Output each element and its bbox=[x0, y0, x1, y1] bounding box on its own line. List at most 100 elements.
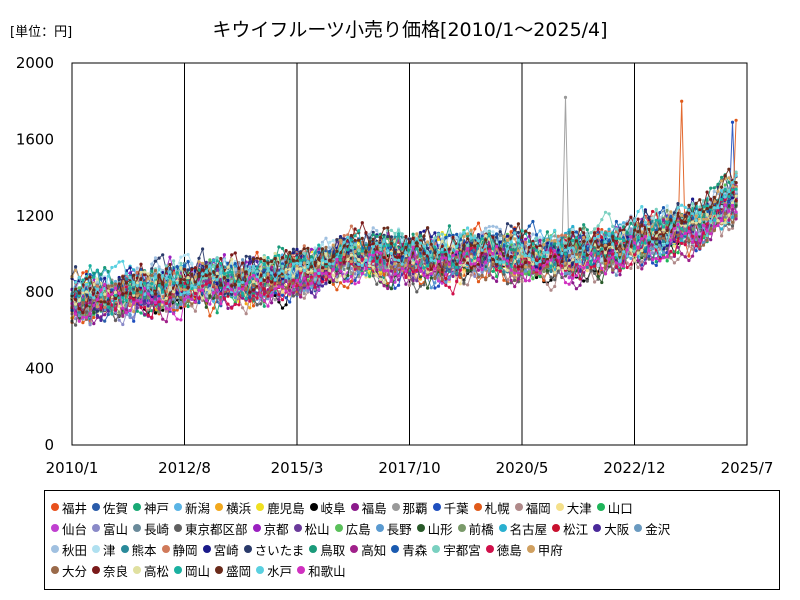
data-point bbox=[349, 279, 353, 283]
data-point bbox=[342, 284, 346, 288]
data-point bbox=[640, 253, 644, 257]
data-point bbox=[349, 271, 353, 275]
data-point bbox=[462, 270, 466, 274]
data-point bbox=[132, 319, 136, 323]
data-point bbox=[291, 294, 295, 298]
data-point bbox=[135, 306, 139, 310]
data-point bbox=[103, 313, 107, 317]
data-point bbox=[328, 280, 332, 284]
data-point bbox=[524, 269, 528, 273]
data-point bbox=[458, 282, 462, 286]
data-point bbox=[549, 288, 553, 292]
data-point bbox=[582, 279, 586, 283]
data-point bbox=[433, 286, 437, 290]
data-point bbox=[146, 304, 150, 308]
data-point bbox=[585, 269, 589, 273]
data-point bbox=[143, 312, 147, 316]
data-point bbox=[81, 271, 85, 275]
data-point bbox=[244, 312, 248, 316]
data-point bbox=[259, 302, 263, 306]
data-point bbox=[582, 273, 586, 277]
data-point bbox=[462, 281, 466, 285]
data-point bbox=[74, 323, 78, 327]
data-point bbox=[578, 283, 582, 287]
data-point bbox=[215, 311, 219, 315]
data-point bbox=[447, 275, 451, 280]
data-point bbox=[280, 306, 285, 310]
data-point bbox=[273, 293, 277, 298]
data-point bbox=[411, 276, 415, 280]
data-point bbox=[284, 303, 288, 307]
data-point bbox=[640, 260, 644, 264]
data-point bbox=[92, 322, 96, 326]
data-point bbox=[92, 315, 96, 320]
data-point bbox=[596, 227, 600, 231]
data-point bbox=[179, 306, 183, 310]
data-point bbox=[241, 296, 245, 300]
data-point bbox=[95, 314, 99, 318]
data-point bbox=[495, 274, 499, 279]
data-point bbox=[436, 284, 441, 288]
data-point bbox=[99, 318, 103, 322]
data-point bbox=[313, 295, 317, 299]
data-point bbox=[208, 258, 212, 262]
data-point bbox=[593, 280, 597, 284]
data-point bbox=[509, 230, 513, 234]
data-point bbox=[730, 224, 735, 228]
data-point bbox=[429, 286, 433, 290]
data-point bbox=[113, 318, 118, 322]
data-point bbox=[168, 255, 172, 259]
data-point bbox=[687, 254, 691, 258]
data-point bbox=[244, 302, 248, 306]
data-point bbox=[436, 279, 441, 283]
data-point bbox=[92, 311, 96, 315]
data-point bbox=[676, 257, 680, 261]
data-point bbox=[248, 265, 252, 269]
data-point bbox=[255, 260, 259, 264]
data-point bbox=[273, 298, 277, 302]
data-point bbox=[585, 279, 589, 283]
data-point bbox=[451, 271, 455, 275]
data-point bbox=[629, 266, 633, 270]
data-point bbox=[542, 275, 546, 279]
data-point bbox=[661, 251, 666, 255]
data-point bbox=[389, 287, 393, 291]
data-point bbox=[513, 275, 517, 279]
data-point bbox=[491, 276, 495, 280]
data-point bbox=[277, 298, 281, 302]
data-point bbox=[545, 282, 550, 286]
data-point bbox=[106, 312, 110, 317]
data-point bbox=[117, 310, 121, 314]
data-point bbox=[241, 306, 245, 310]
data-point bbox=[476, 221, 481, 225]
data-point bbox=[364, 273, 368, 277]
data-point bbox=[426, 286, 430, 290]
data-point bbox=[404, 282, 408, 286]
data-point bbox=[534, 275, 539, 280]
data-point bbox=[251, 297, 256, 302]
data-point bbox=[411, 282, 415, 286]
data-point bbox=[295, 292, 299, 296]
data-point bbox=[672, 244, 677, 248]
data-point bbox=[669, 256, 673, 260]
data-point bbox=[680, 99, 684, 103]
data-point bbox=[709, 238, 713, 242]
data-point bbox=[531, 277, 535, 281]
data-point bbox=[672, 261, 677, 265]
data-point bbox=[505, 282, 510, 286]
data-point bbox=[204, 305, 208, 309]
data-point bbox=[226, 306, 230, 310]
data-point bbox=[651, 209, 655, 214]
data-point bbox=[574, 287, 579, 291]
data-point bbox=[255, 250, 259, 254]
data-point bbox=[309, 247, 314, 251]
data-point bbox=[593, 271, 597, 275]
data-point bbox=[476, 280, 481, 284]
data-point bbox=[654, 263, 658, 267]
data-point bbox=[121, 322, 125, 327]
data-point bbox=[600, 280, 604, 285]
data-point bbox=[538, 275, 542, 279]
data-point bbox=[143, 299, 147, 303]
data-point bbox=[211, 306, 216, 310]
data-point bbox=[473, 274, 477, 278]
